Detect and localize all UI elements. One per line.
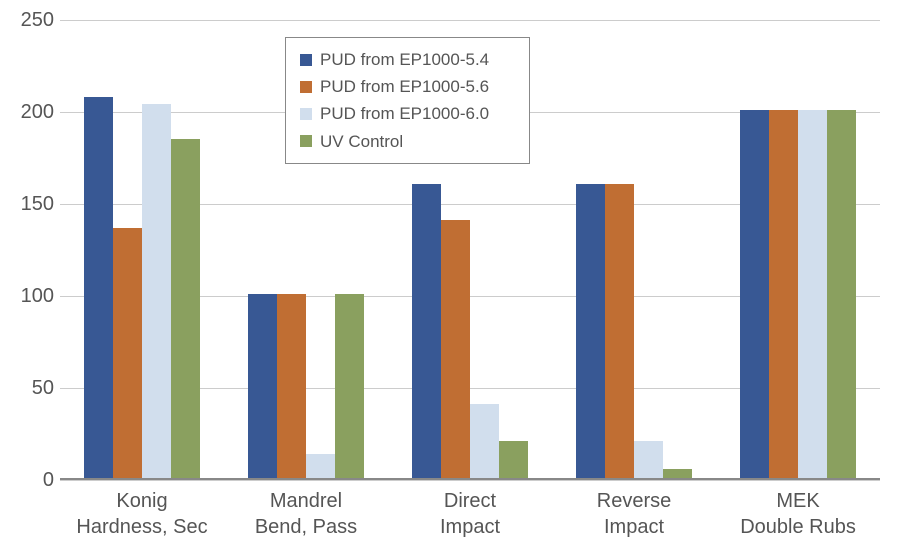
legend-swatch (300, 81, 312, 93)
legend-label: PUD from EP1000-5.4 (320, 46, 489, 73)
x-tick-label-line: Impact (552, 514, 716, 540)
bar (634, 441, 663, 478)
bar-group (576, 20, 692, 478)
gridline (60, 480, 880, 481)
x-tick-label: KonigHardness, Sec (60, 488, 224, 540)
bar-group (84, 20, 200, 478)
bar (605, 184, 634, 478)
legend-item: PUD from EP1000-5.4 (300, 46, 515, 73)
bar (441, 220, 470, 478)
bar (113, 228, 142, 478)
y-tick-label: 100 (4, 286, 54, 306)
legend-label: PUD from EP1000-6.0 (320, 100, 489, 127)
bar (248, 294, 277, 478)
bar (277, 294, 306, 478)
bar-group (740, 20, 856, 478)
bar (470, 404, 499, 478)
bar (171, 139, 200, 478)
y-tick-label: 150 (4, 194, 54, 214)
bar (576, 184, 605, 478)
bar (769, 110, 798, 478)
bar (740, 110, 769, 478)
legend-swatch (300, 135, 312, 147)
x-tick-label: MEKDouble Rubs (716, 488, 880, 540)
bar (798, 110, 827, 478)
legend-swatch (300, 54, 312, 66)
x-tick-label-line: Direct (388, 488, 552, 514)
legend-swatch (300, 108, 312, 120)
bar (499, 441, 528, 478)
x-tick-label-line: Impact (388, 514, 552, 540)
y-tick-label: 250 (4, 10, 54, 30)
bar (306, 454, 335, 478)
legend-item: PUD from EP1000-5.6 (300, 73, 515, 100)
x-tick-label: DirectImpact (388, 488, 552, 540)
legend-label: PUD from EP1000-5.6 (320, 73, 489, 100)
x-tick-label-line: Double Rubs (716, 514, 880, 540)
bar (335, 294, 364, 478)
bar (84, 97, 113, 478)
x-tick-label-line: MEK (716, 488, 880, 514)
x-tick-label: ReverseImpact (552, 488, 716, 540)
y-tick-label: 200 (4, 102, 54, 122)
bar (142, 104, 171, 478)
x-axis-labels: KonigHardness, SecMandrelBend, PassDirec… (60, 488, 880, 540)
bar (827, 110, 856, 478)
y-tick-label: 0 (4, 470, 54, 490)
x-tick-label-line: Bend, Pass (224, 514, 388, 540)
bar (663, 469, 692, 478)
x-tick-label-line: Mandrel (224, 488, 388, 514)
x-tick-label-line: Hardness, Sec (60, 514, 224, 540)
bar (412, 184, 441, 478)
legend: PUD from EP1000-5.4PUD from EP1000-5.6PU… (285, 37, 530, 164)
bar-chart: 0 50 100 150 200 250 KonigHardness, SecMandre… (0, 0, 900, 550)
x-tick-label-line: Konig (60, 488, 224, 514)
y-tick-label: 50 (4, 378, 54, 398)
x-tick-label-line: Reverse (552, 488, 716, 514)
legend-item: UV Control (300, 128, 515, 155)
x-tick-label: MandrelBend, Pass (224, 488, 388, 540)
legend-item: PUD from EP1000-6.0 (300, 100, 515, 127)
legend-label: UV Control (320, 128, 403, 155)
